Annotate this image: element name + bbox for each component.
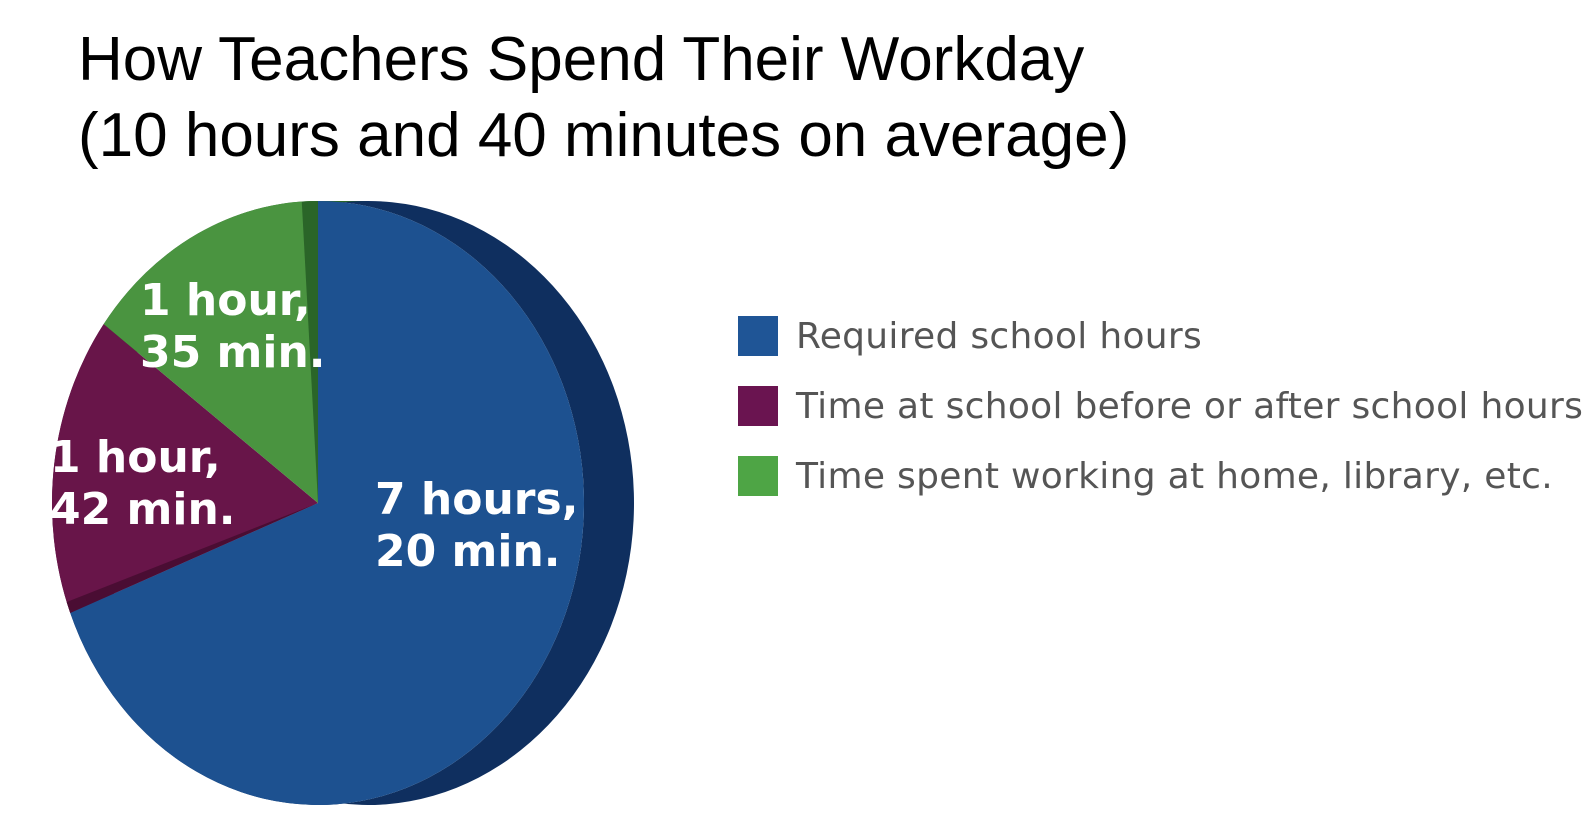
pie-labels-layer: 7 hours, 20 min.1 hour, 42 min.1 hour, 35 m… bbox=[50, 275, 578, 577]
pie-slice-seam-0 bbox=[301, 201, 318, 503]
pie-slice-0 bbox=[70, 201, 584, 805]
legend-swatch-home-library bbox=[738, 456, 778, 496]
pie-slice-1 bbox=[51, 324, 318, 613]
pie-slice-seam-1 bbox=[66, 503, 318, 613]
pie-slice-label-1: 1 hour, 42 min. bbox=[50, 432, 236, 535]
legend: Required school hours Time at school bef… bbox=[738, 316, 1583, 526]
legend-label-before-after-school: Time at school before or after school ho… bbox=[796, 385, 1584, 427]
legend-label-home-library: Time spent working at home, library, etc… bbox=[796, 455, 1553, 497]
pie-slice-label-1-line-0: 1 hour, bbox=[50, 432, 221, 483]
pie-slice-label-2-line-0: 1 hour, bbox=[140, 275, 311, 326]
pie-slices-layer bbox=[51, 201, 584, 805]
pie-slice-label-1-line-1: 42 min. bbox=[50, 484, 236, 535]
legend-swatch-required-hours bbox=[738, 316, 778, 356]
legend-item-home-library: Time spent working at home, library, etc… bbox=[738, 455, 1583, 497]
legend-item-before-after-school: Time at school before or after school ho… bbox=[738, 385, 1584, 427]
chart-title-line-2: (10 hours and 40 minutes on average) bbox=[78, 101, 1130, 170]
pie-slice-label-0-line-1: 20 min. bbox=[375, 526, 561, 577]
pie-slice-label-2: 1 hour, 35 min. bbox=[140, 275, 326, 378]
chart-title: How Teachers Spend Their Workday (10 hou… bbox=[78, 22, 1129, 174]
legend-item-required-hours: Required school hours bbox=[738, 315, 1583, 357]
pie-slice-label-2-line-1: 35 min. bbox=[140, 327, 326, 378]
pie-slice-label-0: 7 hours, 20 min. bbox=[375, 474, 578, 577]
legend-swatch-before-after-school bbox=[738, 386, 778, 426]
legend-label-required-hours: Required school hours bbox=[796, 315, 1203, 357]
chart-title-line-1: How Teachers Spend Their Workday bbox=[78, 25, 1085, 94]
pie-slice-label-0-line-0: 7 hours, bbox=[375, 474, 578, 525]
pie-slice-2 bbox=[103, 201, 318, 503]
